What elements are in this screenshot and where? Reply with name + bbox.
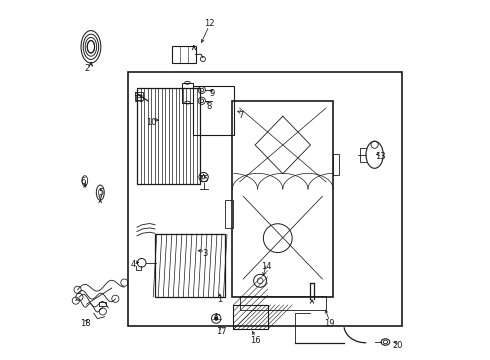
Text: 6: 6: [80, 177, 86, 186]
Text: 2: 2: [84, 64, 89, 73]
Bar: [172, 46, 196, 63]
Bar: [233, 305, 268, 329]
Bar: [193, 86, 234, 135]
Bar: [333, 154, 339, 175]
Text: 12: 12: [204, 19, 214, 28]
Circle shape: [214, 316, 219, 321]
Text: 10: 10: [146, 118, 157, 127]
Text: 20: 20: [393, 341, 403, 350]
Text: 18: 18: [80, 320, 91, 328]
Text: 5: 5: [98, 188, 103, 197]
Text: 7: 7: [239, 111, 244, 120]
Text: 17: 17: [216, 327, 227, 336]
Bar: [225, 199, 233, 228]
Text: 1: 1: [217, 295, 222, 304]
Text: 16: 16: [250, 336, 261, 345]
Text: 9: 9: [210, 89, 215, 98]
Bar: [137, 88, 200, 184]
Text: 13: 13: [375, 152, 385, 161]
Text: 14: 14: [261, 262, 272, 271]
Text: 15: 15: [198, 175, 209, 184]
Bar: [240, 296, 326, 310]
Text: 19: 19: [324, 320, 335, 328]
Bar: [232, 101, 333, 297]
Text: 8: 8: [206, 102, 212, 111]
Text: 3: 3: [203, 249, 208, 258]
Bar: [128, 72, 402, 326]
Bar: [155, 234, 225, 297]
Bar: [182, 83, 193, 103]
Text: 11: 11: [134, 94, 144, 104]
Text: 4: 4: [131, 260, 136, 269]
